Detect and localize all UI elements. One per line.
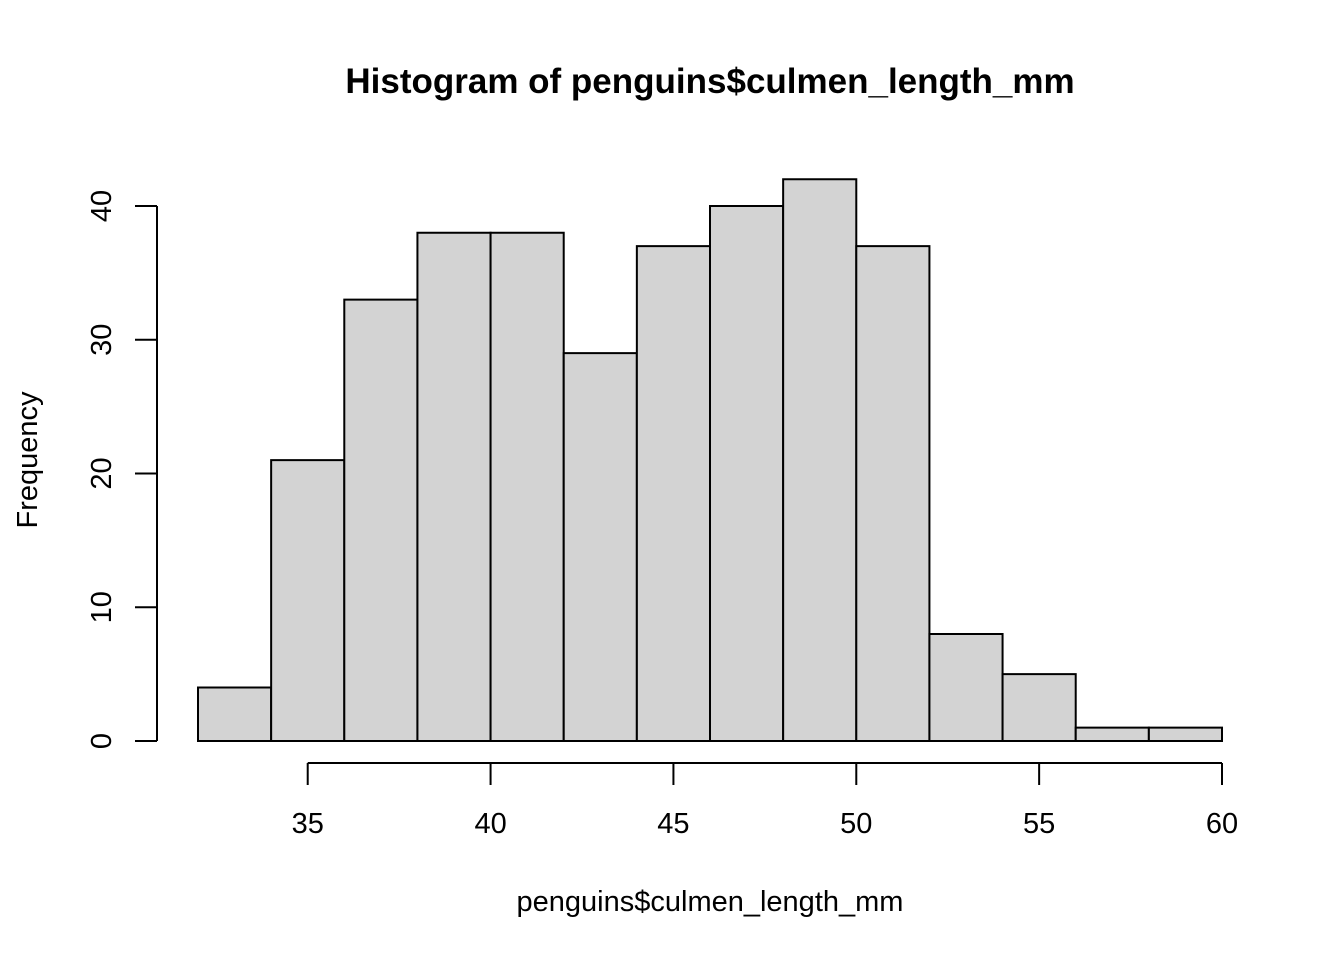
x-tick-label: 55 [1023,808,1055,840]
histogram-bar-11 [928,633,1004,742]
x-axis-label: penguins$culmen_length_mm [517,886,904,918]
histogram-bar-1 [197,686,273,742]
y-tick-label: 30 [86,324,118,356]
y-axis-label: Frequency [12,391,44,529]
histogram-bar-6 [562,352,638,742]
chart-title: Histogram of penguins$culmen_length_mm [345,62,1074,101]
histogram-bar-14 [1147,726,1224,742]
histogram-bar-3 [343,298,419,742]
histogram-bar-7 [635,245,711,742]
x-tick-label: 60 [1206,808,1238,840]
y-tick-label: 20 [86,457,118,489]
y-axis: 0 10 20 30 40 [86,190,158,749]
x-tick-label: 40 [474,808,506,840]
bars-group [197,178,1224,742]
histogram-bar-5 [489,231,565,742]
histogram-bar-2 [270,459,346,742]
y-tick-label: 0 [86,733,118,749]
y-tick-label: 40 [86,190,118,222]
x-tick-label: 50 [840,808,872,840]
y-tick-label: 10 [86,591,118,623]
x-axis: 35 40 45 50 55 60 [292,762,1238,840]
histogram-bar-4 [416,231,492,742]
histogram-bar-12 [1001,673,1077,742]
histogram-bar-13 [1074,726,1150,742]
histogram-bar-9 [782,178,858,742]
x-tick-label: 45 [657,808,689,840]
histogram-bar-10 [855,245,931,742]
x-tick-label: 35 [292,808,324,840]
histogram-bar-8 [709,205,785,742]
